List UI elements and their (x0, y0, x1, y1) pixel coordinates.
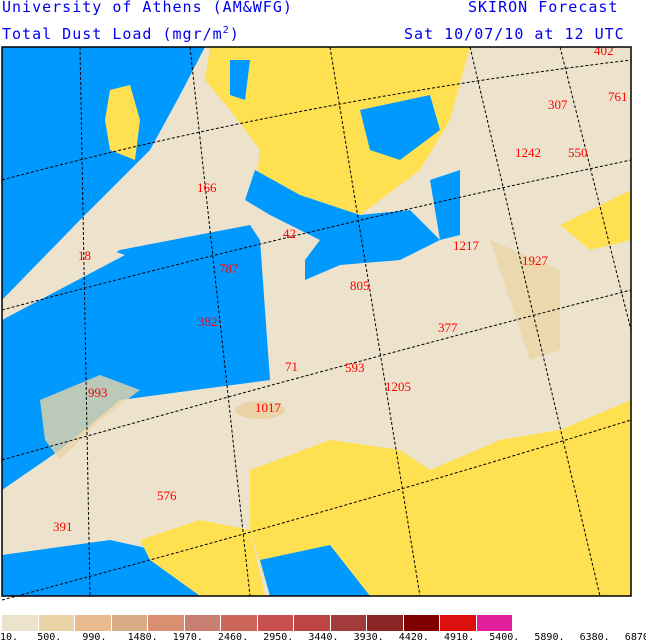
dust-max-label: 761 (608, 89, 628, 104)
legend-tick: 1970. (172, 632, 203, 643)
legend-swatch (476, 615, 512, 631)
legend-tick: 5890. (534, 632, 565, 643)
legend-swatch (2, 615, 38, 631)
dust-max-label: 576 (157, 488, 177, 503)
europe-no-dust (205, 47, 470, 215)
legend-tick: 3440. (308, 632, 339, 643)
legend-swatch (367, 615, 403, 631)
ocean-atlantic-north (2, 47, 205, 300)
dust-max-label: 1242 (515, 145, 541, 160)
variable-end: ) (229, 25, 240, 43)
dust-max-label: 402 (594, 43, 614, 58)
variable-superscript: 2 (222, 25, 230, 36)
dust-max-label: 787 (219, 261, 239, 276)
dust-load-map: 166 42 18 787 382 805 1217 1927 377 71 593 1205 993 1… (1, 43, 632, 601)
arabia-edge (560, 190, 631, 250)
dust-max-label: 550 (568, 145, 588, 160)
legend-tick: 500. (37, 632, 62, 643)
legend-tick: 6380. (579, 632, 610, 643)
variable-text: Total Dust Load (mgr/m (2, 25, 223, 43)
legend-ticks: 10. 500. 990. 1480. 1970. 2460. 2950. 3440. 3930… (0, 632, 646, 644)
legend-tick: 5400. (489, 632, 520, 643)
legend-tick: 1480. (127, 632, 158, 643)
dust-max-label: 1927 (522, 253, 549, 268)
dust-max-label: 42 (283, 226, 296, 241)
legend-swatch (294, 615, 330, 631)
legend-swatch (440, 615, 476, 631)
legend-tick: 6870. (624, 632, 646, 643)
legend-swatch (330, 615, 366, 631)
model-title: SKIRON Forecast (468, 0, 619, 16)
dust-max-label: 1217 (453, 238, 480, 253)
legend-tick: 3930. (353, 632, 384, 643)
dust-max-label: 1205 (385, 379, 411, 394)
legend-tick: 2950. (263, 632, 294, 643)
dust-max-label: 377 (438, 320, 458, 335)
map-frame (1, 46, 632, 597)
dust-max-label: 805 (350, 278, 370, 293)
legend-tick: 4910. (444, 632, 475, 643)
gulf-of-guinea (260, 545, 370, 596)
africa-no-dust (250, 400, 631, 596)
black-sea (360, 95, 440, 160)
dust-patch-west (40, 375, 140, 460)
british-isles (105, 85, 140, 160)
dust-max-label: 993 (88, 385, 108, 400)
variable-title: Total Dust Load (mgr/m2) (2, 25, 240, 43)
dust-patch-center (235, 401, 285, 419)
legend-swatch (257, 615, 293, 631)
legend-tick: 4420. (398, 632, 429, 643)
legend-tick: 2460. (218, 632, 249, 643)
legend-swatch (221, 615, 257, 631)
legend-swatch (148, 615, 184, 631)
legend-swatch (184, 615, 220, 631)
legend-swatch (403, 615, 439, 631)
legend-tick: 10. (0, 632, 19, 643)
dust-max-label: 18 (78, 248, 91, 263)
dust-max-label: 307 (548, 97, 568, 112)
dust-max-label: 382 (198, 314, 218, 329)
legend-swatch (75, 615, 111, 631)
graticule (1, 46, 632, 601)
legend-swatch (38, 615, 74, 631)
legend-tick: 990. (82, 632, 107, 643)
color-legend (2, 615, 513, 631)
legend-swatch (111, 615, 147, 631)
mediterranean-sea (245, 170, 440, 280)
dust-max-label: 1017 (255, 400, 282, 415)
dust-plume (2, 250, 125, 320)
dust-max-label: 593 (345, 360, 365, 375)
dust-patch-east (490, 240, 560, 360)
institution-title: University of Athens (AM&WFG) (2, 0, 293, 16)
valid-time: Sat 10/07/10 at 12 UTC (404, 25, 625, 43)
dust-max-label: 391 (53, 519, 73, 534)
dust-max-label: 166 (197, 180, 217, 195)
ocean-north-sea (230, 60, 250, 100)
west-africa-no-dust (140, 520, 265, 596)
eastern-mediterranean (430, 170, 460, 240)
dust-max-label: 71 (285, 359, 298, 374)
